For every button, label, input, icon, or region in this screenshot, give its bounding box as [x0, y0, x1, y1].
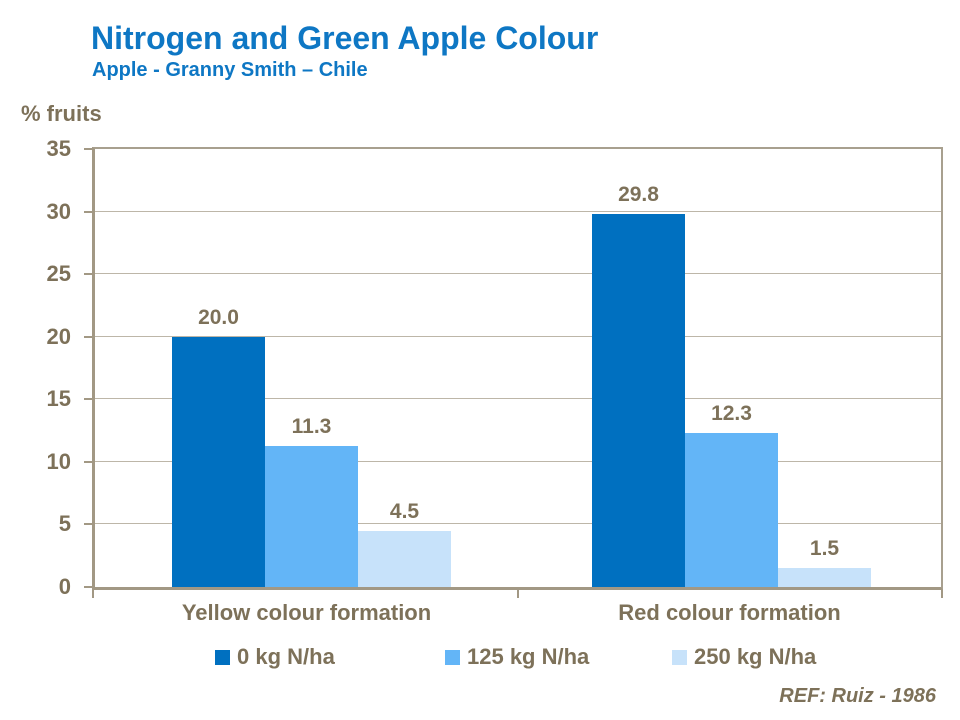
bar-cell: 11.3 — [265, 149, 358, 587]
x-tick-mark — [941, 590, 943, 598]
legend-swatch — [445, 649, 460, 665]
reference-note: REF: Ruiz - 1986 — [779, 685, 936, 707]
bar — [172, 336, 265, 587]
legend-item: 125 kg N/ha — [445, 644, 589, 670]
bar-cell: 1.5 — [778, 149, 871, 587]
gridline — [95, 523, 941, 525]
y-tick: 15 — [47, 388, 92, 410]
y-tick-mark — [84, 273, 92, 276]
legend-swatch — [672, 649, 687, 665]
y-tick-mark — [84, 335, 92, 338]
gridline — [95, 273, 941, 275]
bar — [778, 568, 871, 587]
y-tick: 30 — [46, 198, 92, 224]
bar-value-label: 29.8 — [618, 183, 659, 207]
y-tick-mark — [84, 460, 92, 463]
bar-value-label: 11.3 — [291, 414, 332, 438]
y-tick-mark — [84, 148, 92, 150]
y-tick: 10 — [46, 448, 92, 474]
gridline — [95, 460, 941, 462]
legend-label: 125 kg N/ha — [467, 644, 590, 669]
y-tick-label: 30 — [46, 198, 71, 224]
bar-cell: 4.5 — [358, 149, 451, 587]
y-tick-label: 10 — [46, 448, 71, 474]
y-tick: 20 — [46, 323, 92, 349]
chart-subtitle: Apple - Granny Smith – Chile — [92, 59, 368, 81]
bar — [592, 214, 685, 587]
bar-cell: 29.8 — [592, 149, 685, 587]
y-tick-label: 25 — [46, 261, 71, 287]
legend: 0 kg N/ha 125 kg N/ha 250 kg N/ha — [0, 644, 960, 672]
y-tick-mark — [84, 210, 92, 213]
x-tick-mark — [92, 590, 94, 598]
x-axis-category-labels: Yellow colour formation Red colour format… — [95, 600, 941, 630]
y-tick-label: 5 — [58, 511, 71, 537]
y-tick: 35 — [47, 138, 92, 160]
y-tick-label: 0 — [58, 574, 71, 599]
bar — [265, 445, 358, 587]
legend-item: 250 kg N/ha — [672, 644, 816, 670]
bar — [358, 530, 451, 587]
y-tick-mark — [84, 586, 92, 588]
category-label: Yellow colour formation — [181, 600, 432, 625]
y-tick: 0 — [59, 576, 92, 598]
bar-value-label: 12.3 — [711, 402, 752, 426]
bar — [685, 433, 778, 587]
y-axis: 0 5 10 15 20 25 30 35 — [0, 138, 92, 598]
gridline — [95, 210, 941, 212]
bar-value-label: 4.5 — [389, 499, 420, 523]
y-tick-mark — [84, 523, 92, 526]
bar-group: 29.8 12.3 1.5 — [592, 149, 871, 587]
bar-cell: 12.3 — [685, 149, 778, 587]
y-axis-title: % fruits — [21, 101, 102, 126]
bar-value-label: 20.0 — [198, 305, 239, 329]
y-tick-label: 35 — [46, 136, 71, 161]
x-tick-mark — [517, 590, 519, 598]
bar-value-label: 1.5 — [809, 537, 840, 561]
gridline — [95, 335, 941, 337]
chart-title: Nitrogen and Green Apple Colour — [91, 20, 599, 56]
legend-label: 250 kg N/ha — [694, 644, 817, 669]
legend-item: 0 kg N/ha — [215, 644, 335, 670]
bar-group: 20.0 11.3 4.5 — [172, 149, 451, 587]
bar-cell: 20.0 — [172, 149, 265, 587]
plot-area: 20.0 11.3 4.5 29.8 12.3 1.5 — [92, 147, 943, 598]
y-tick-mark — [84, 398, 92, 401]
legend-swatch — [215, 649, 230, 665]
gridline — [95, 398, 941, 400]
y-tick: 5 — [59, 513, 92, 535]
y-tick-label: 20 — [46, 323, 71, 349]
y-tick-label: 15 — [46, 386, 71, 412]
y-tick: 25 — [47, 263, 92, 285]
category-label: Red colour formation — [618, 600, 841, 625]
legend-label: 0 kg N/ha — [237, 644, 335, 669]
